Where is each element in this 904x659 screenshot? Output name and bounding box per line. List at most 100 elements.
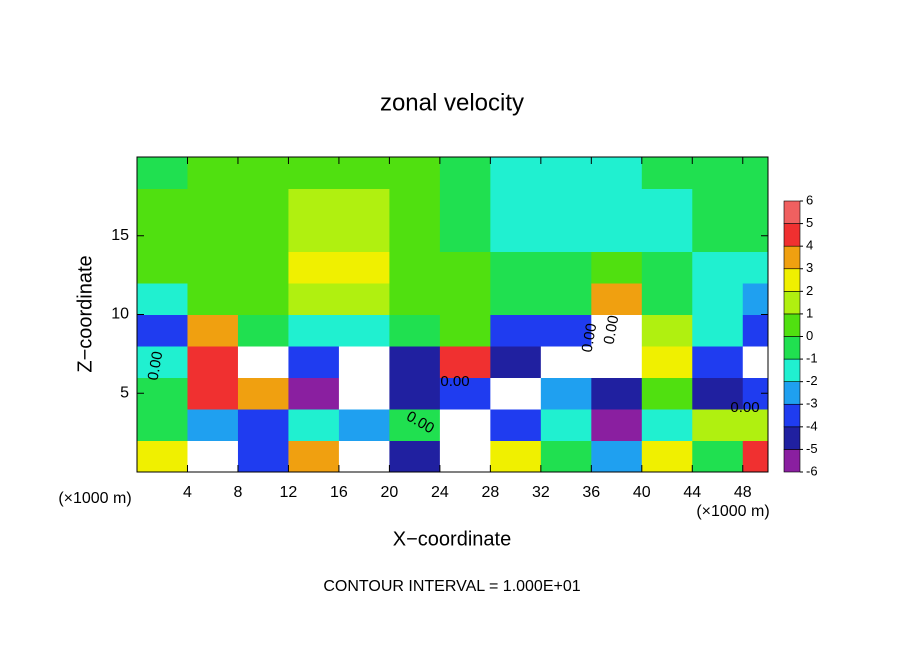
- y-tick-label: 5: [120, 384, 129, 401]
- x-tick-label: 32: [532, 484, 550, 501]
- y-tick-label: 10: [111, 306, 129, 323]
- cell: [237, 251, 289, 284]
- cell: [187, 346, 239, 378]
- cell: [540, 440, 592, 472]
- cell: [137, 377, 188, 410]
- cell: [742, 346, 768, 378]
- colorbar-swatch: [783, 268, 801, 292]
- cell: [288, 220, 340, 252]
- cell: [389, 220, 441, 252]
- cell: [288, 314, 340, 347]
- colorbar-label: 0: [806, 328, 813, 343]
- cell: [288, 346, 340, 378]
- cell: [137, 409, 188, 441]
- cell: [187, 377, 239, 410]
- cell: [692, 314, 744, 347]
- y-tick-label: 15: [111, 227, 129, 244]
- cell: [439, 251, 491, 284]
- x-axis-label: X−coordinate: [393, 528, 511, 550]
- cell: [490, 251, 542, 284]
- x-tick-label: 24: [431, 484, 449, 501]
- cell: [288, 440, 340, 472]
- cell: [338, 251, 390, 284]
- cell: [389, 377, 441, 410]
- cell: [591, 377, 643, 410]
- x-tick-label: 44: [683, 484, 701, 501]
- cell: [187, 188, 239, 221]
- cell: [439, 314, 491, 347]
- cell: [641, 283, 693, 315]
- cell: [338, 346, 390, 378]
- cell: [641, 346, 693, 378]
- cell: [490, 220, 542, 252]
- cell: [692, 251, 744, 284]
- cell: [439, 346, 491, 378]
- cell: [692, 220, 744, 252]
- cell: [389, 188, 441, 221]
- cell: [490, 314, 542, 347]
- cell: [137, 283, 188, 315]
- cell: [389, 440, 441, 472]
- cell: [338, 409, 390, 441]
- cell: [137, 220, 188, 252]
- colorbar-label: -2: [806, 373, 818, 388]
- cell: [692, 440, 744, 472]
- cell: [591, 188, 643, 221]
- colorbar-label: 2: [806, 283, 813, 298]
- colorbar-swatch: [783, 449, 801, 473]
- cell: [288, 157, 340, 189]
- contour-label: 0.00: [145, 350, 167, 382]
- colorbar-swatch: [783, 336, 801, 360]
- cell: [389, 314, 441, 347]
- footer: CONTOUR INTERVAL = 1.000E+01: [323, 578, 580, 595]
- cell: [288, 377, 340, 410]
- cell: [490, 283, 542, 315]
- cell: [389, 346, 441, 378]
- cell: [237, 377, 289, 410]
- cell: [187, 251, 239, 284]
- cell: [641, 377, 693, 410]
- cell: [641, 157, 693, 189]
- cell: [237, 157, 289, 189]
- cell: [692, 409, 744, 441]
- cell: [692, 377, 744, 410]
- cell: [540, 188, 592, 221]
- colorbar-swatch: [783, 381, 801, 405]
- cell: [540, 283, 592, 315]
- cell: [742, 157, 768, 189]
- x-tick-label: 12: [280, 484, 298, 501]
- cell: [137, 314, 188, 347]
- field: [137, 157, 768, 472]
- cell: [641, 440, 693, 472]
- cell: [490, 346, 542, 378]
- cell: [742, 283, 768, 315]
- cell: [389, 157, 441, 189]
- cell: [237, 346, 289, 378]
- cell: [187, 314, 239, 347]
- cell: [591, 251, 643, 284]
- cell: [591, 220, 643, 252]
- cell: [187, 157, 239, 189]
- x-tick-label: 28: [481, 484, 499, 501]
- x-tick-label: 20: [381, 484, 399, 501]
- cell: [540, 346, 592, 378]
- cell: [641, 409, 693, 441]
- cell: [439, 283, 491, 315]
- cell: [591, 157, 643, 189]
- y-axis-label: Z−coordinate: [74, 255, 96, 372]
- cell: [692, 346, 744, 378]
- cell: [439, 188, 491, 221]
- cell: [237, 283, 289, 315]
- cell: [692, 283, 744, 315]
- cell: [540, 377, 592, 410]
- cell: [742, 440, 768, 472]
- cell: [338, 188, 390, 221]
- colorbar-label: -3: [806, 396, 818, 411]
- cell: [591, 409, 643, 441]
- cell: [439, 220, 491, 252]
- cell: [591, 440, 643, 472]
- cell: [742, 314, 768, 347]
- cell: [439, 377, 491, 410]
